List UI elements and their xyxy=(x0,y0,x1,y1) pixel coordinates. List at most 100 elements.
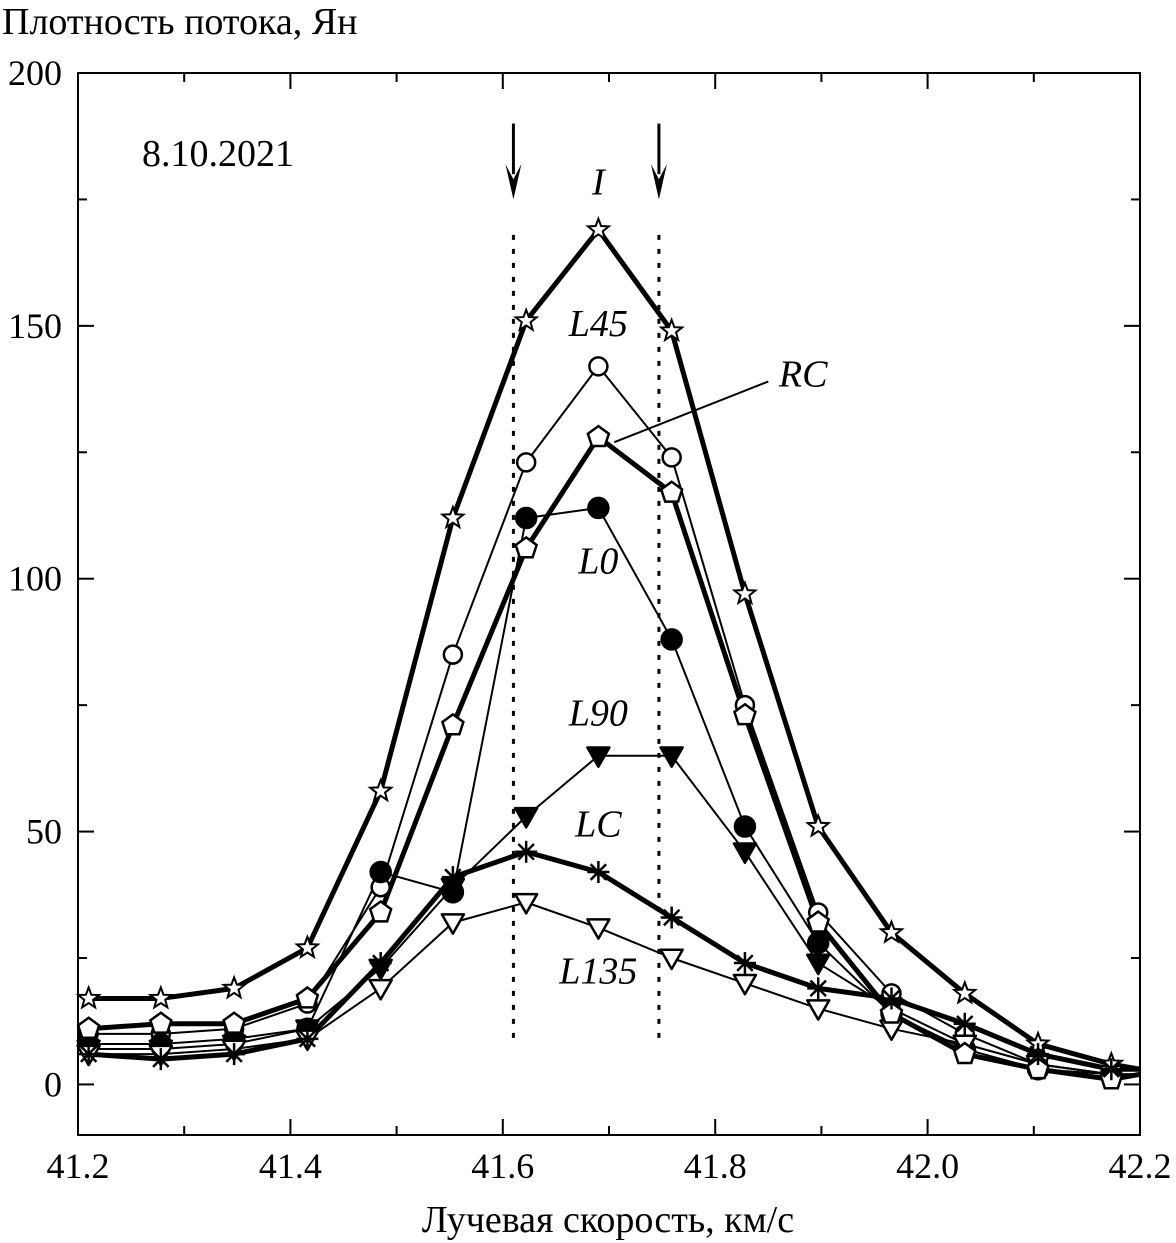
series-i-marker xyxy=(147,984,175,1010)
asterisk-stroke xyxy=(662,908,681,927)
star-marker xyxy=(731,580,759,606)
date-annotation: 8.10.2021 xyxy=(142,133,294,175)
pentagon-marker xyxy=(586,424,611,448)
star-marker xyxy=(220,974,248,1000)
series-l135-marker xyxy=(805,999,831,1021)
asterisk-stroke xyxy=(444,868,462,886)
star-marker xyxy=(878,918,905,944)
circle-filled-marker xyxy=(806,931,830,955)
y-tick-label: 200 xyxy=(8,53,62,93)
series-line-i xyxy=(88,227,1141,1072)
triangle-filled-marker xyxy=(805,953,831,976)
series-i-marker xyxy=(585,215,612,241)
pentagon-marker xyxy=(368,899,393,923)
series-rc-marker xyxy=(586,424,611,448)
asterisk-stroke xyxy=(517,843,535,861)
series-rc-marker xyxy=(952,1041,977,1065)
triangle-filled-marker xyxy=(732,842,758,865)
series-l0-marker xyxy=(806,931,830,955)
series-i-marker xyxy=(294,934,321,960)
series-lc-marker xyxy=(223,1043,246,1066)
triangle-filled-marker xyxy=(586,746,611,768)
series-rc-marker xyxy=(806,910,831,933)
circle-filled-marker xyxy=(514,506,538,530)
star-marker xyxy=(658,317,685,343)
asterisk-stroke xyxy=(809,979,827,998)
series-i-marker xyxy=(439,504,467,530)
series-lc-marker xyxy=(149,1048,172,1071)
series-l45-marker xyxy=(442,644,464,665)
series-lc-marker xyxy=(880,987,903,1010)
pentagon-marker xyxy=(222,1011,247,1034)
series-rc-marker xyxy=(148,1011,173,1034)
pentagon-marker xyxy=(733,702,757,726)
arrow-head xyxy=(650,164,667,200)
series-i-marker xyxy=(220,974,248,1000)
series-rc-marker xyxy=(295,985,320,1009)
series-label-lc: LC xyxy=(574,804,622,846)
series-line-rc xyxy=(88,434,1141,1082)
asterisk-stroke xyxy=(79,1045,98,1063)
triangle-open-marker xyxy=(368,978,393,1001)
pentagon-marker xyxy=(440,712,465,736)
series-l135-marker xyxy=(732,973,758,996)
star-marker xyxy=(585,215,612,241)
star-marker xyxy=(367,777,394,803)
series-l135-marker xyxy=(513,892,539,915)
series-l0-marker xyxy=(733,815,757,838)
star-marker xyxy=(439,504,467,530)
star-marker xyxy=(951,979,978,1005)
series-l45-marker xyxy=(588,356,609,377)
series-l135-marker xyxy=(659,948,684,971)
series-rc-marker xyxy=(1026,1056,1050,1080)
triangle-open-marker xyxy=(659,948,684,971)
series-i-marker xyxy=(75,984,102,1010)
rc-leader-line xyxy=(613,380,769,444)
circle-filled-marker xyxy=(587,496,610,520)
series-line-lc xyxy=(88,849,1140,1072)
series-l90-marker xyxy=(513,806,539,829)
series-rc-marker xyxy=(76,1016,101,1039)
y-tick-label: 50 xyxy=(26,812,62,852)
asterisk-stroke xyxy=(736,954,754,972)
x-tick-label: 41.6 xyxy=(471,1146,534,1186)
asterisk-stroke xyxy=(225,1045,243,1063)
series-lc-marker xyxy=(587,861,610,884)
series-i-marker xyxy=(878,918,905,944)
circle-filled-marker xyxy=(369,860,392,884)
series-i-marker xyxy=(731,580,759,606)
asterisk-stroke xyxy=(1029,1045,1047,1063)
triangle-open-marker xyxy=(732,973,758,996)
series-l90-marker xyxy=(732,842,758,865)
star-marker xyxy=(294,934,321,960)
series-rc-marker xyxy=(879,1001,904,1024)
pentagon-marker xyxy=(514,535,539,559)
triangle-open-marker xyxy=(513,892,539,915)
series-i-marker xyxy=(512,306,540,333)
series-lc-marker xyxy=(1100,1058,1123,1081)
triangle-open-marker xyxy=(586,918,611,940)
pentagon-marker xyxy=(1026,1056,1050,1080)
triangle-filled-marker xyxy=(659,746,684,768)
asterisk-stroke xyxy=(298,1030,317,1048)
y-tick-label: 0 xyxy=(44,1064,62,1104)
series-i-marker xyxy=(367,777,394,803)
pentagon-marker xyxy=(659,480,684,503)
y-tick-label: 150 xyxy=(8,306,62,346)
pentagon-marker xyxy=(76,1016,101,1039)
series-l45-marker xyxy=(661,447,682,468)
series-rc-marker xyxy=(514,535,539,559)
y-axis-label: Плотность потока, Ян xyxy=(2,1,357,43)
series-l135-marker xyxy=(440,913,466,935)
series-rc-marker xyxy=(368,899,393,923)
pentagon-marker xyxy=(295,985,320,1009)
series-l90-marker xyxy=(659,746,684,768)
plot-area: 41.2 41.4 41.6 41.8 42.0 42.2 0 50 100 150 200 I L45… xyxy=(8,53,1172,1186)
pentagon-marker xyxy=(879,1001,904,1024)
series-label-l135: L135 xyxy=(558,950,637,992)
star-marker xyxy=(805,812,832,838)
circle-filled-marker xyxy=(733,815,757,838)
series-label-l0: L0 xyxy=(577,541,618,583)
circle-open-marker xyxy=(515,452,537,473)
series-l135-marker xyxy=(368,978,393,1001)
